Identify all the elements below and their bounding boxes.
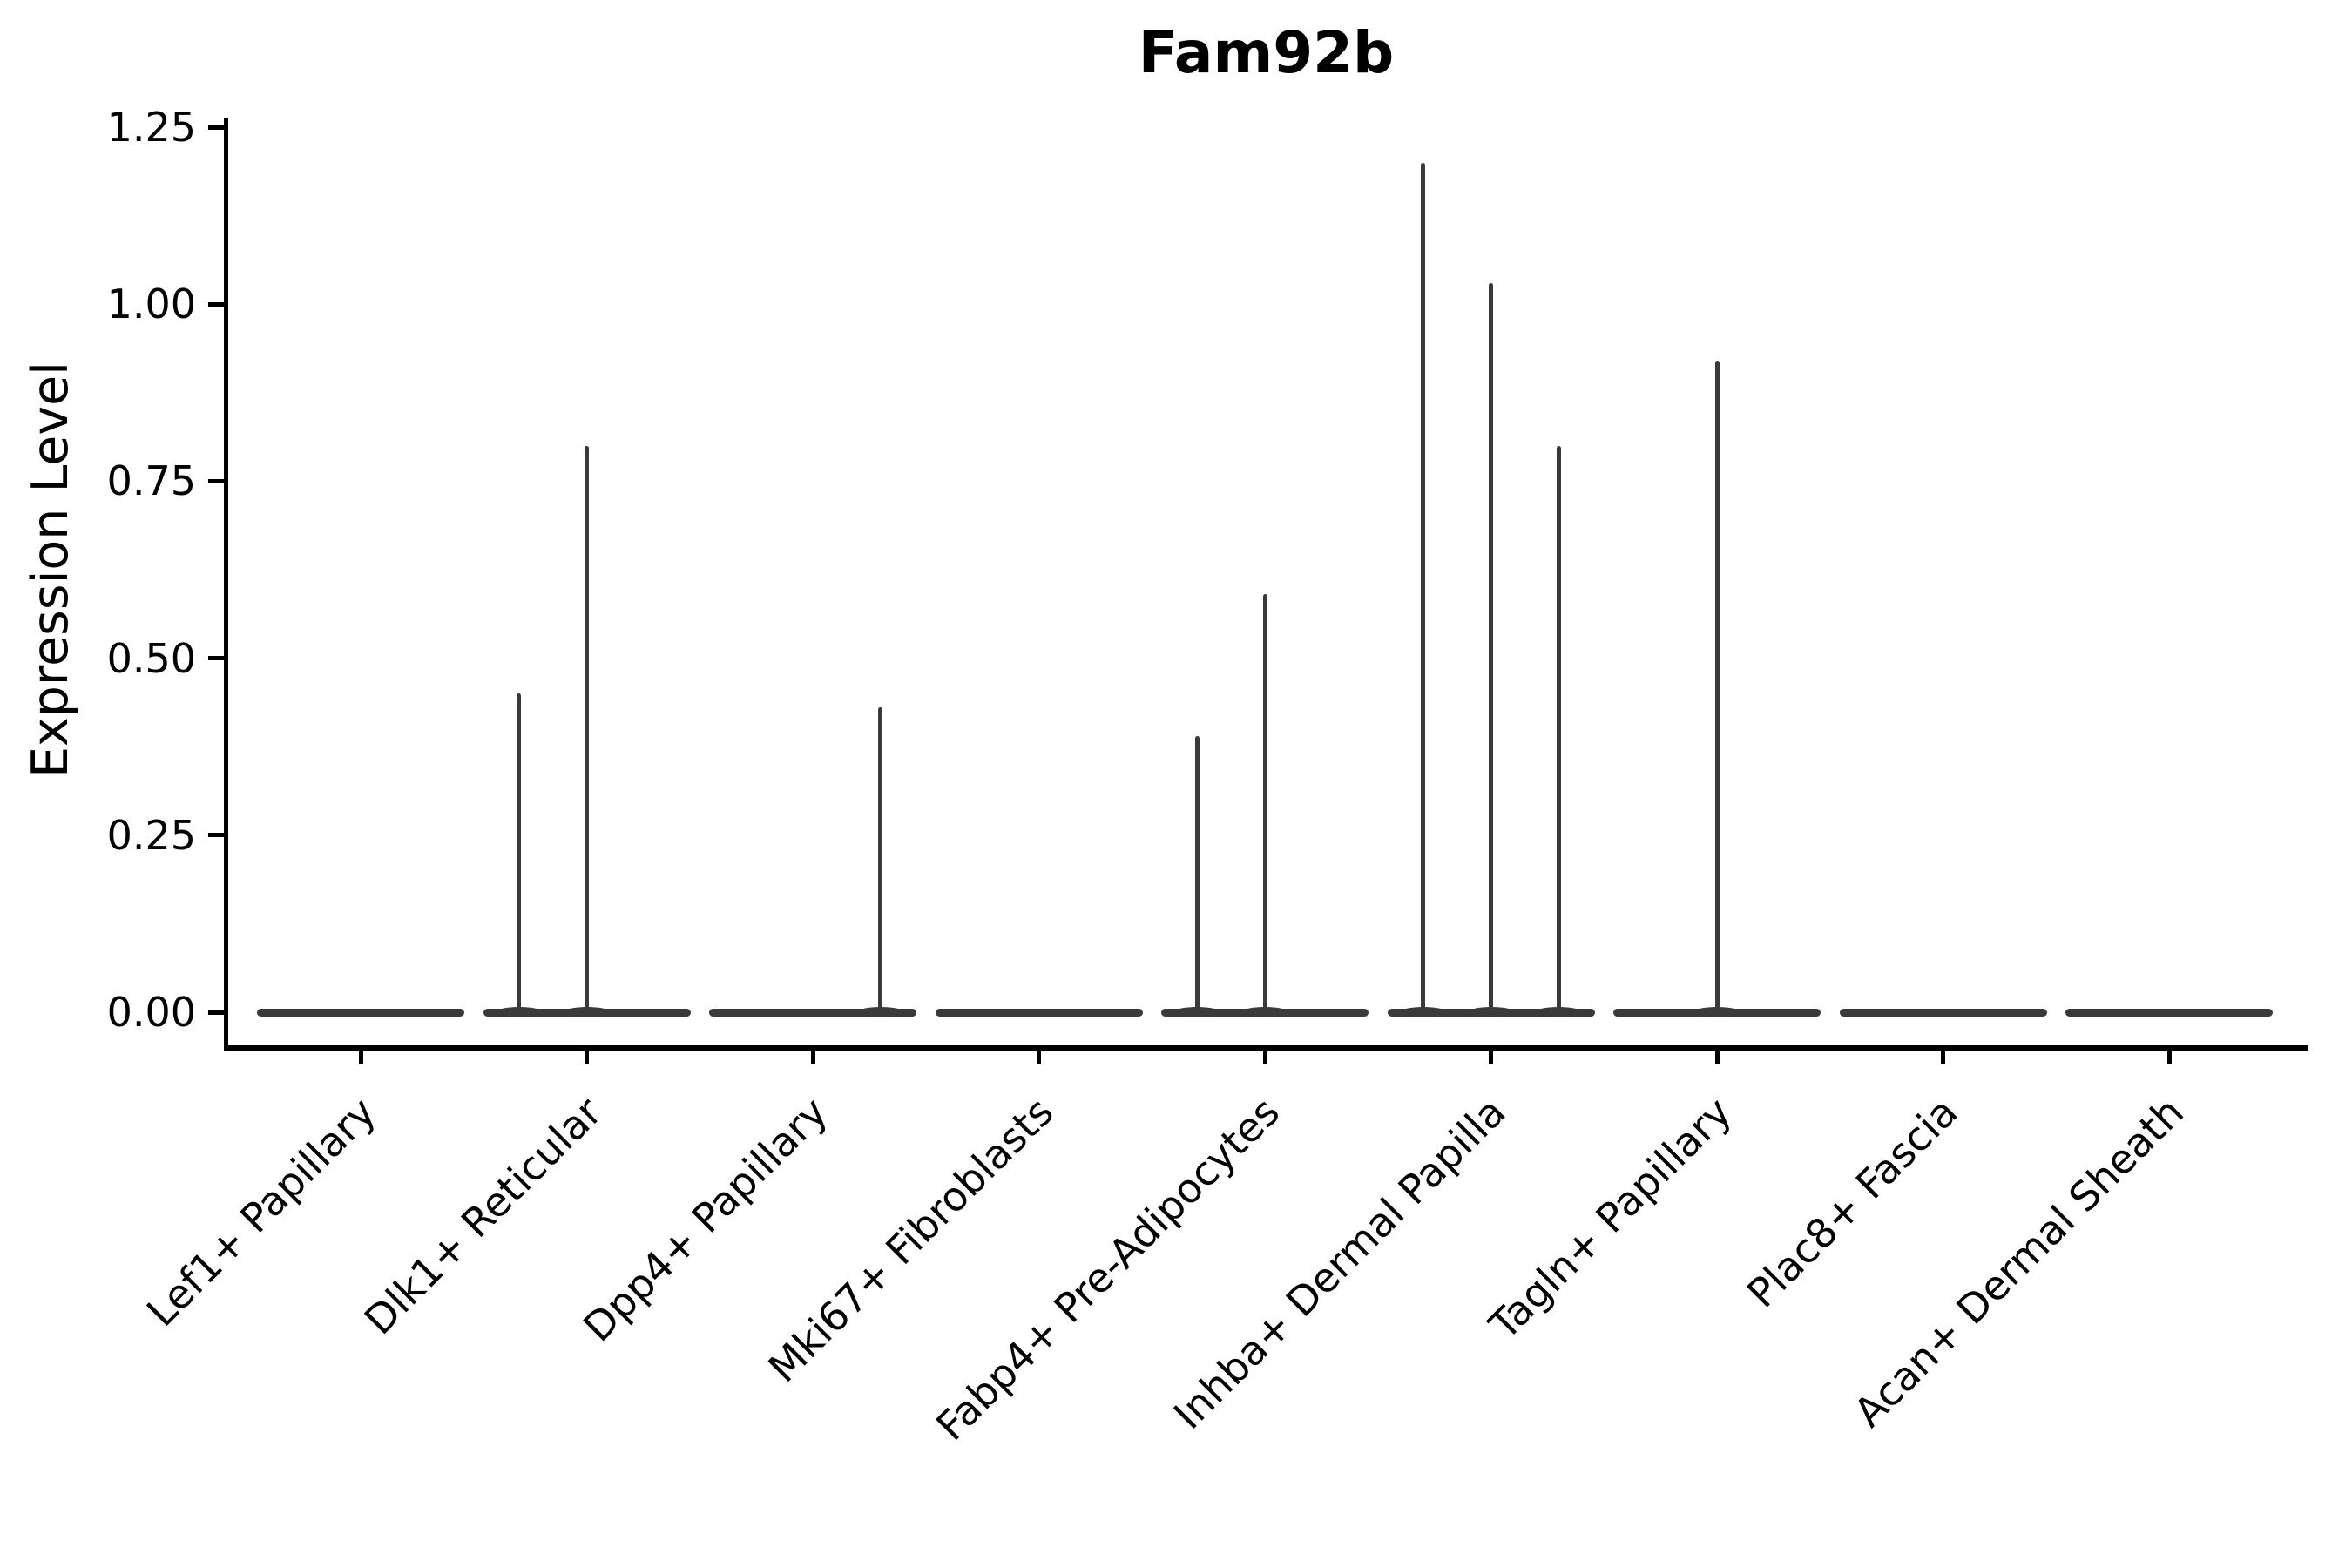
- chart-title: Fam92b: [1138, 19, 1395, 86]
- y-tick-label: 0.75: [106, 457, 196, 505]
- y-tick-label: 0.00: [106, 989, 196, 1036]
- x-tick-label: Dpp4+ Papillary: [574, 1088, 837, 1351]
- y-tick-label: 1.00: [106, 280, 196, 328]
- violin-baseline: [2065, 1008, 2273, 1017]
- violin-base-flare: [1241, 1007, 1288, 1017]
- violin-spike: [1262, 594, 1267, 1012]
- violin-spike: [1489, 282, 1493, 1012]
- y-tick-mark: [208, 833, 224, 838]
- x-tick-mark: [1262, 1051, 1267, 1064]
- violin-base-flare: [1535, 1007, 1583, 1017]
- y-tick-label: 0.25: [106, 811, 196, 859]
- violin-baseline: [1839, 1008, 2047, 1017]
- violin-spike: [1556, 445, 1561, 1012]
- violin-spike: [878, 707, 883, 1012]
- y-tick-mark: [208, 301, 224, 307]
- x-tick-mark: [1489, 1051, 1493, 1064]
- violin-spike: [517, 693, 522, 1012]
- violin-base-flare: [856, 1007, 904, 1017]
- x-tick-mark: [1714, 1051, 1720, 1064]
- violin-spike: [1194, 736, 1200, 1012]
- x-tick-label: Tagln+ Papillary: [1480, 1088, 1741, 1349]
- y-tick-mark: [208, 125, 224, 130]
- x-tick-mark: [585, 1051, 589, 1064]
- violin-base-flare: [495, 1007, 543, 1017]
- x-tick-label: Dlk1+ Reticular: [355, 1088, 611, 1344]
- x-tick-mark: [2166, 1051, 2172, 1064]
- x-tick-label: Lef1+ Papillary: [137, 1088, 385, 1336]
- x-tick-mark: [1941, 1051, 1945, 1064]
- y-axis-label: Expression Level: [22, 362, 79, 778]
- violin-spike: [585, 445, 589, 1012]
- x-tick-mark: [358, 1051, 363, 1064]
- y-tick-mark: [208, 478, 224, 483]
- x-tick-mark: [810, 1051, 815, 1064]
- violin-spike: [1714, 361, 1720, 1012]
- plot-area: [224, 118, 2308, 1051]
- y-tick-label: 0.50: [106, 634, 196, 682]
- y-tick-label: 1.25: [106, 104, 196, 151]
- x-tick-mark: [1037, 1051, 1041, 1064]
- violin-baseline: [709, 1008, 916, 1017]
- violin-spike: [1421, 162, 1426, 1012]
- y-tick-mark: [208, 656, 224, 661]
- y-tick-mark: [208, 1010, 224, 1015]
- violin-base-flare: [1173, 1007, 1221, 1017]
- violin-base-flare: [1399, 1007, 1447, 1017]
- violin-baseline: [257, 1008, 464, 1017]
- violin-baseline: [935, 1008, 1143, 1017]
- violin-base-flare: [1467, 1007, 1515, 1017]
- violin-base-flare: [1693, 1007, 1740, 1017]
- violin-base-flare: [563, 1007, 611, 1017]
- x-tick-label: Plac8+ Fascia: [1738, 1088, 1967, 1317]
